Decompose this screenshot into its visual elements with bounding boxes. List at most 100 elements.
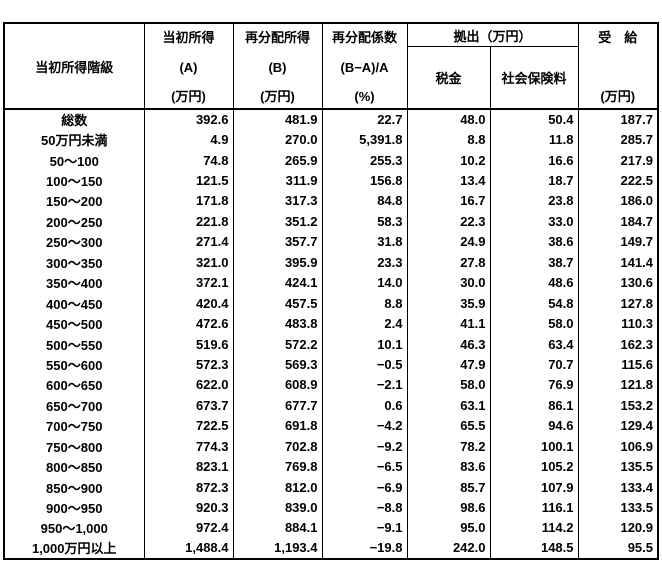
value-cell: 519.6 [143, 333, 234, 355]
income-redistribution-table: 当初所得階級 当初所得 (A) (万円) 再分配所得 (B) (万円) 再分配係… [3, 22, 660, 560]
row-label: 550～600 [3, 354, 145, 375]
value-cell: 839.0 [232, 497, 323, 518]
value-cell: 86.1 [489, 395, 579, 416]
value-cell: 35.9 [406, 292, 491, 314]
table-row: 50万円未満 4.9 270.0 5,391.8 8.8 11.8 285.7 [3, 129, 659, 150]
header-initial-income-line2: (A) [179, 59, 198, 75]
value-cell: 285.7 [577, 129, 659, 150]
row-label: 800～850 [3, 456, 145, 477]
row-label: 450～500 [3, 313, 145, 334]
value-cell: 357.7 [232, 231, 323, 253]
value-cell: 255.3 [321, 149, 408, 171]
value-cell: 221.8 [143, 211, 234, 232]
header-initial-income-line3: (万円) [171, 89, 206, 104]
value-cell: 16.7 [406, 190, 491, 212]
row-label: 総数 [3, 109, 145, 130]
value-cell: 100.1 [489, 436, 579, 457]
table-row: 1,000万円以上 1,488.4 1,193.4 −19.8 242.0 148.5 95… [3, 538, 659, 559]
value-cell: 58.0 [406, 374, 491, 396]
value-cell: 74.8 [143, 149, 234, 171]
value-cell: 972.4 [143, 517, 234, 539]
value-cell: 70.7 [489, 354, 579, 375]
value-cell: 311.9 [232, 170, 323, 191]
value-cell: 673.7 [143, 395, 234, 416]
value-cell: 14.0 [321, 272, 408, 293]
header-redistributed-income-line2: (B) [268, 59, 287, 75]
value-cell: 54.8 [489, 292, 579, 314]
value-cell: −0.5 [321, 354, 408, 375]
value-cell: 84.8 [321, 190, 408, 212]
value-cell: 702.8 [232, 436, 323, 457]
table-row: 750～800 774.3 702.8 −9.2 78.2 100.1 106.9 [3, 436, 659, 457]
value-cell: 483.8 [232, 313, 323, 334]
value-cell: 392.6 [143, 109, 234, 130]
value-cell: 608.9 [232, 374, 323, 396]
value-cell: 63.1 [406, 395, 491, 416]
value-cell: 4.9 [143, 129, 234, 150]
table-row: 500～550 519.6 572.2 10.1 46.3 63.4 162.3 [3, 333, 659, 355]
value-cell: −6.9 [321, 476, 408, 498]
row-label: 600～650 [3, 374, 145, 396]
value-cell: 5,391.8 [321, 129, 408, 150]
value-cell: 769.8 [232, 456, 323, 477]
row-label: 300～350 [3, 252, 145, 273]
value-cell: 110.3 [577, 313, 659, 334]
value-cell: 133.4 [577, 476, 659, 498]
table-row: 350～400 372.1 424.1 14.0 30.0 48.6 130.6 [3, 272, 659, 293]
value-cell: 115.6 [577, 354, 659, 375]
value-cell: 774.3 [143, 436, 234, 457]
value-cell: 33.0 [489, 211, 579, 232]
table-row: 600～650 622.0 608.9 −2.1 58.0 76.9 121.8 [3, 374, 659, 396]
value-cell: 22.7 [321, 109, 408, 130]
value-cell: 2.4 [321, 313, 408, 334]
value-cell: 46.3 [406, 333, 491, 355]
value-cell: 16.6 [489, 149, 579, 171]
value-cell: 424.1 [232, 272, 323, 293]
header-benefit: 受 給 (万円) [577, 22, 659, 110]
value-cell: 8.8 [406, 129, 491, 150]
value-cell: 107.9 [489, 476, 579, 498]
value-cell: 114.2 [489, 517, 579, 539]
header-redistribution-coefficient: 再分配係数 (B−A)/A (%) [321, 22, 408, 110]
value-cell: 10.1 [321, 333, 408, 355]
row-label: 900～950 [3, 497, 145, 518]
value-cell: 186.0 [577, 190, 659, 212]
header-benefit-line1: 受 給 [598, 30, 638, 45]
value-cell: 271.4 [143, 231, 234, 253]
value-cell: 94.6 [489, 415, 579, 436]
header-redistributed-income-line3: (万円) [260, 89, 295, 104]
value-cell: 116.1 [489, 497, 579, 518]
value-cell: 76.9 [489, 374, 579, 396]
value-cell: −6.5 [321, 456, 408, 477]
value-cell: −9.1 [321, 517, 408, 539]
table-row: 650～700 673.7 677.7 0.6 63.1 86.1 153.2 [3, 395, 659, 416]
value-cell: 48.6 [489, 272, 579, 293]
value-cell: 121.5 [143, 170, 234, 191]
value-cell: −4.2 [321, 415, 408, 436]
table-row: 200～250 221.8 351.2 58.3 22.3 33.0 184.7 [3, 211, 659, 232]
value-cell: 41.1 [406, 313, 491, 334]
value-cell: 722.5 [143, 415, 234, 436]
value-cell: 812.0 [232, 476, 323, 498]
value-cell: 395.9 [232, 252, 323, 273]
table-row: 900～950 920.3 839.0 −8.8 98.6 116.1 133.5 [3, 497, 659, 518]
value-cell: 162.3 [577, 333, 659, 355]
row-label: 1,000万円以上 [3, 538, 145, 559]
value-cell: 23.8 [489, 190, 579, 212]
value-cell: 10.2 [406, 149, 491, 171]
header-contribution-group: 拠出（万円） [406, 22, 579, 48]
table-body: 総数 392.6 481.9 22.7 48.0 50.4 187.7 50万円未満 4.9 27… [3, 109, 659, 559]
header-redistributed-income-line1: 再分配所得 [244, 30, 310, 45]
value-cell: 85.7 [406, 476, 491, 498]
value-cell: 95.0 [406, 517, 491, 539]
value-cell: 130.6 [577, 272, 659, 293]
header-tax: 税金 [406, 46, 491, 110]
table-row: 400～450 420.4 457.5 8.8 35.9 54.8 127.8 [3, 292, 659, 314]
value-cell: 153.2 [577, 395, 659, 416]
row-label: 50～100 [3, 149, 145, 171]
table-row: 450～500 472.6 483.8 2.4 41.1 58.0 110.3 [3, 313, 659, 334]
value-cell: 156.8 [321, 170, 408, 191]
value-cell: 22.3 [406, 211, 491, 232]
value-cell: 24.9 [406, 231, 491, 253]
value-cell: 148.5 [489, 538, 579, 559]
